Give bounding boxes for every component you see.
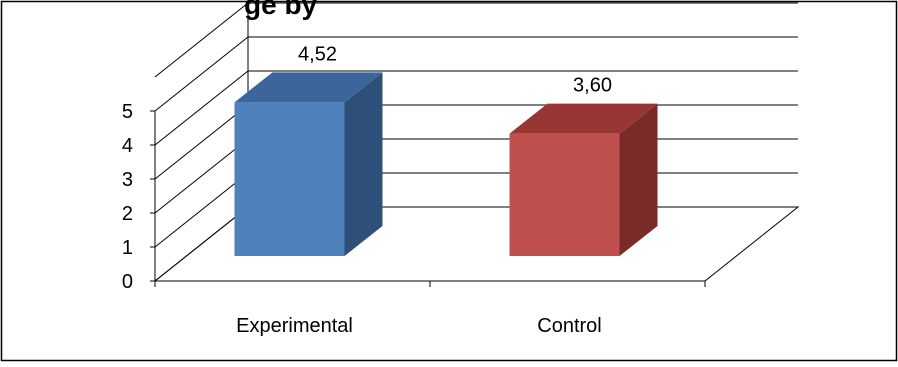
side-gridline — [154, 104, 249, 180]
x-axis: Experimental Control — [236, 315, 602, 337]
data-label: 4,52 — [298, 43, 337, 65]
y-tick-label: 5 — [122, 101, 133, 123]
y-tick-label: 3 — [122, 169, 133, 191]
category-label: Experimental — [236, 315, 353, 337]
bar-control — [509, 103, 658, 256]
side-gridline — [154, 206, 249, 282]
bar-top — [509, 103, 658, 134]
category-label: Control — [537, 315, 601, 337]
y-tick-label: 2 — [122, 203, 133, 225]
data-label: 3,60 — [573, 75, 612, 97]
bar-front — [509, 133, 620, 256]
side-gridline — [154, 138, 249, 214]
chart-title: ge by — [244, 0, 318, 20]
y-axis: 0 1 2 3 4 5 — [122, 101, 706, 293]
bar-experimental — [234, 72, 383, 256]
side-gridline — [154, 2, 249, 78]
bar-side — [619, 103, 658, 256]
bars — [234, 72, 658, 256]
y-tick-label: 1 — [122, 237, 133, 259]
data-labels: 4,52 3,60 — [298, 43, 612, 96]
side-gridline — [154, 172, 249, 248]
y-tick-label: 4 — [122, 135, 133, 157]
y-tick-label: 0 — [122, 271, 133, 293]
bar-front — [234, 102, 345, 256]
side-gridline — [154, 36, 249, 112]
bar-side — [344, 72, 383, 256]
side-gridline — [154, 70, 249, 146]
bar-top — [234, 72, 383, 103]
